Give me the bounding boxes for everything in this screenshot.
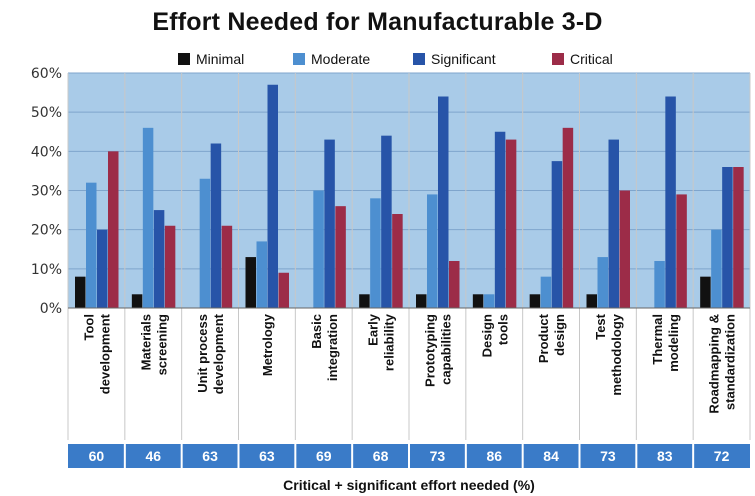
category-label: methodology [609,313,624,395]
y-tick-label: 50% [31,105,62,121]
bar-moderate-1 [86,182,97,308]
category-label: integration [325,314,340,381]
category-label: Unit process [195,314,210,393]
bar-moderate-7 [427,194,438,308]
y-tick-label: 20% [31,223,62,239]
bar-moderate-6 [370,198,381,308]
legend-swatch-critical [552,53,564,65]
bar-minimal-8 [472,294,484,308]
bar-significant-2 [153,210,165,308]
bar-critical-2 [164,225,176,308]
legend-label-critical: Critical [570,51,613,67]
y-tick-label: 30% [31,184,62,200]
y-tick-label: 60% [31,66,62,82]
bar-critical-10 [619,190,630,308]
bar-moderate-2 [142,127,154,308]
bar-minimal-7 [416,294,427,308]
bar-moderate-3 [199,178,211,308]
bar-moderate-9 [540,276,552,308]
bar-significant-4 [267,84,278,308]
bar-critical-5 [335,206,346,308]
category-label: development [97,313,112,394]
category-label: design [552,314,567,356]
bar-critical-8 [505,139,517,308]
category-label: Metrology [260,313,275,376]
category-label: reliability [382,313,397,371]
total-value: 72 [714,448,730,464]
total-value: 73 [430,448,446,464]
bar-significant-7 [438,96,449,308]
legend-label-minimal: Minimal [196,51,244,67]
bar-minimal-10 [586,294,597,308]
category-label: Thermal [650,314,665,365]
category-label: Design [479,314,494,357]
total-value: 63 [259,448,275,464]
bar-critical-6 [392,214,403,308]
total-value: 46 [145,448,161,464]
bar-critical-9 [562,127,574,308]
bar-significant-8 [494,131,506,308]
total-value: 68 [373,448,389,464]
y-tick-label: 0% [40,301,62,317]
category-label: Product [536,313,551,363]
bar-significant-10 [608,139,619,308]
legend-label-significant: Significant [431,51,496,67]
bar-moderate-12 [711,229,722,308]
bar-significant-1 [97,229,108,308]
bar-minimal-1 [75,276,86,308]
category-label: screening [154,314,169,375]
total-value: 69 [316,448,332,464]
bar-critical-1 [108,151,119,308]
legend-swatch-moderate [293,53,305,65]
bar-significant-3 [210,143,222,308]
y-tick-label: 10% [31,262,62,278]
totals-caption: Critical + significant effort needed (%) [283,477,535,493]
category-label: development [211,313,226,394]
category-label: Prototyping [422,314,437,387]
bar-significant-11 [665,96,676,308]
category-label: Test [593,313,608,339]
total-value: 83 [657,448,673,464]
category-label: Tool [81,314,96,340]
y-tick-label: 40% [31,144,62,160]
total-value: 73 [600,448,616,464]
bar-moderate-11 [654,261,665,308]
category-label: tools [495,314,510,345]
bar-significant-6 [381,135,392,308]
bar-minimal-6 [359,294,370,308]
bar-minimal-2 [131,294,143,308]
category-label: standardization [723,314,738,410]
bar-critical-11 [676,194,687,308]
chart-title: Effort Needed for Manufacturable 3-D [152,8,603,36]
category-label: modeling [666,314,681,372]
bar-significant-12 [722,167,733,308]
category-label: Basic [309,314,324,349]
bar-moderate-10 [597,257,608,308]
legend-swatch-significant [413,53,425,65]
bar-significant-5 [324,139,335,308]
category-label: Materials [138,314,153,370]
total-value: 60 [89,448,105,464]
bar-critical-7 [449,261,460,308]
bar-minimal-9 [529,294,541,308]
total-value: 84 [543,448,559,464]
legend-label-moderate: Moderate [311,51,370,67]
category-label: Early [366,313,381,346]
bar-critical-3 [221,225,233,308]
legend-swatch-minimal [178,53,190,65]
category-label: capabilities [438,314,453,385]
bar-critical-4 [278,272,289,308]
bar-moderate-4 [256,241,267,308]
bar-minimal-12 [700,276,711,308]
total-value: 63 [202,448,218,464]
bar-significant-9 [551,161,563,308]
bar-moderate-8 [483,294,495,308]
bar-minimal-4 [245,257,256,308]
total-value: 86 [486,448,502,464]
bar-critical-12 [733,167,744,308]
category-label: Roadmapping & [707,314,722,414]
bar-moderate-5 [313,190,324,308]
